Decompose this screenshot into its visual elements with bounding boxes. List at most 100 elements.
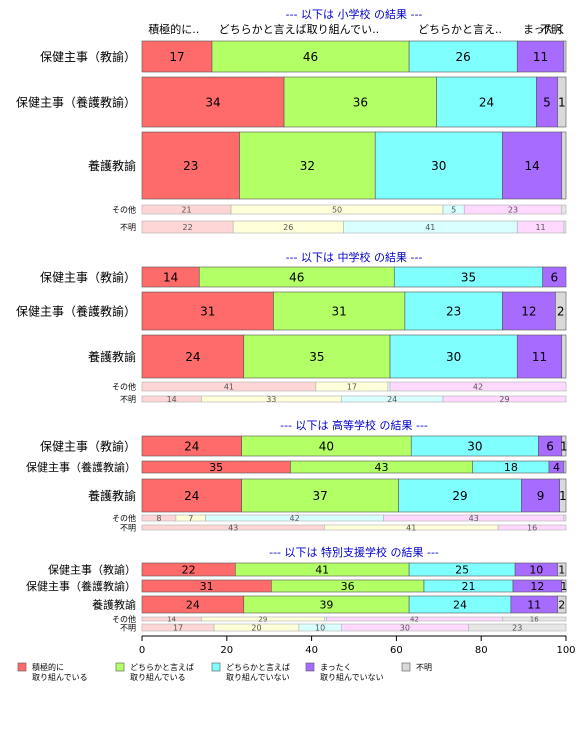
legend-label: 不明 [416, 663, 432, 672]
section-title: --- 以下は 中学校 の結果 --- [286, 250, 423, 264]
data-label: 41 [425, 223, 435, 232]
row-label: 保健主事（養護教諭） [26, 460, 136, 474]
legend-label: 取り組んでいない [320, 672, 384, 682]
row-label: 保健主事（教諭） [40, 49, 136, 64]
data-label: 1 [560, 580, 567, 593]
legend-label: 積極的に [32, 662, 64, 672]
bar-segment [389, 334, 518, 379]
row-label: 不明 [120, 524, 136, 533]
legend-swatch [401, 662, 411, 672]
data-label: 32 [300, 159, 315, 173]
bar-segment [141, 478, 242, 513]
data-label: 20 [251, 623, 261, 632]
data-label: 4 [553, 461, 560, 474]
legend-label: 取り組んでいない [226, 672, 290, 682]
x-tick-label: 40 [305, 645, 318, 656]
legend-swatch [305, 662, 315, 672]
data-label: 6 [546, 439, 554, 453]
bar-segment [521, 478, 560, 513]
data-label: 10 [315, 623, 325, 632]
data-label: 23 [183, 159, 198, 173]
data-label: 1 [560, 439, 568, 453]
section-title: --- 以下は 小学校 の結果 --- [286, 7, 423, 21]
legend-label: 取り組んでいる [130, 672, 186, 682]
bar-segment [559, 478, 567, 513]
data-label: 22 [182, 563, 196, 576]
bar-segment [561, 131, 567, 200]
data-label: 23 [508, 205, 518, 214]
bar-segment [502, 616, 567, 622]
data-label: 21 [461, 580, 475, 593]
bar-segment [563, 514, 567, 522]
data-label: 30 [431, 159, 446, 173]
bar-segment [561, 579, 567, 593]
bar-segment [516, 334, 563, 379]
bar-segment [374, 131, 503, 200]
data-label: 17 [169, 50, 184, 64]
row-label: 養護教諭 [92, 598, 136, 612]
column-header-3: まったく [523, 23, 567, 36]
bar-segment [398, 478, 522, 513]
data-label: 33 [266, 395, 276, 404]
row-label: 養護教諭 [88, 349, 136, 364]
data-label: 1 [558, 563, 565, 576]
data-label: 30 [400, 623, 410, 632]
bar-segment [241, 478, 399, 513]
x-tick-label: 20 [220, 645, 233, 656]
bar-segment [404, 291, 503, 331]
bar-segment [324, 616, 327, 622]
data-label: 16 [530, 616, 539, 624]
row-label: その他 [112, 513, 136, 523]
data-label: 24 [184, 439, 199, 453]
data-label: 26 [283, 223, 293, 232]
bar-segment [561, 435, 567, 457]
data-label: 24 [186, 598, 200, 611]
data-label: 2 [558, 598, 565, 611]
section-title: --- 以下は 高等学校 の結果 --- [280, 418, 428, 432]
row-label: 保健主事（養護教諭） [16, 95, 136, 110]
bar-segment [442, 395, 567, 403]
data-label: 31 [332, 304, 347, 318]
data-label: 23 [446, 304, 461, 318]
data-label: 46 [289, 270, 304, 284]
data-label: 26 [456, 50, 471, 64]
data-label: 24 [184, 489, 199, 503]
data-label: 10 [529, 563, 543, 576]
data-label: 17 [347, 382, 357, 391]
data-label: 24 [479, 95, 494, 109]
data-label: 24 [387, 395, 397, 404]
data-label: 23 [512, 623, 522, 632]
bar-segment [563, 460, 567, 474]
bar-segment [563, 220, 567, 234]
bar-segment [243, 334, 391, 379]
data-label: 7 [188, 514, 193, 523]
legend-label: どちらかと言えば [226, 662, 290, 672]
row-label: 保健主事（教諭） [48, 563, 136, 577]
bar-segment [497, 524, 567, 531]
row-label: 不明 [120, 223, 136, 232]
data-label: 8 [156, 514, 161, 523]
data-label: 22 [182, 223, 192, 232]
bar-segment [502, 291, 556, 331]
data-label: 35 [209, 461, 223, 474]
data-label: 42 [473, 382, 483, 391]
data-label: 11 [532, 350, 547, 364]
data-label: 16 [527, 523, 537, 532]
bar-segment [468, 623, 567, 632]
data-label: 21 [181, 205, 191, 214]
data-label: 34 [205, 95, 220, 109]
column-header-0: 積極的に.. [148, 22, 199, 36]
bar-segment [542, 266, 567, 288]
legend-swatch [17, 662, 27, 672]
bar-segment [273, 291, 406, 331]
data-label: 31 [200, 304, 215, 318]
data-label: 43 [469, 514, 479, 523]
legend-swatch [115, 662, 125, 672]
data-label: 9 [537, 489, 545, 503]
bar-segment [561, 334, 567, 379]
data-label: 2 [557, 304, 565, 318]
row-label: 保健主事（養護教諭） [26, 579, 136, 593]
data-label: 29 [452, 489, 467, 503]
bar-segment [557, 595, 567, 614]
